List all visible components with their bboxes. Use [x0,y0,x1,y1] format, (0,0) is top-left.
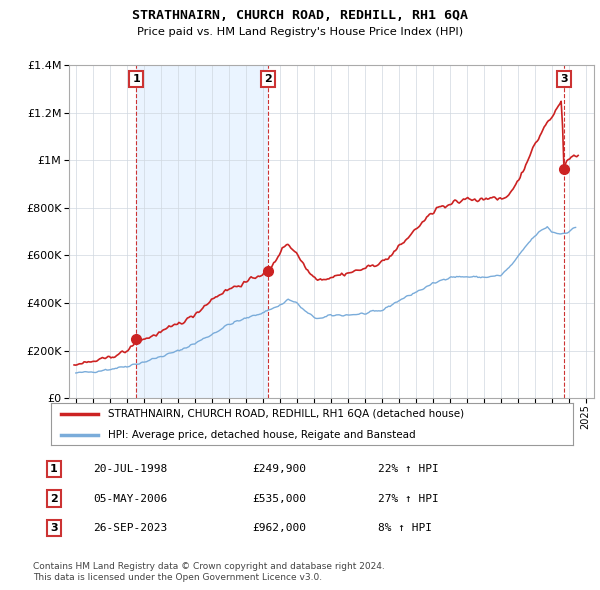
Text: £962,000: £962,000 [252,523,306,533]
Text: Contains HM Land Registry data © Crown copyright and database right 2024.: Contains HM Land Registry data © Crown c… [33,562,385,571]
Text: £249,900: £249,900 [252,464,306,474]
Text: 26-SEP-2023: 26-SEP-2023 [93,523,167,533]
Text: 3: 3 [50,523,58,533]
Text: 1: 1 [50,464,58,474]
Text: 2: 2 [265,74,272,84]
Text: 05-MAY-2006: 05-MAY-2006 [93,494,167,503]
Text: This data is licensed under the Open Government Licence v3.0.: This data is licensed under the Open Gov… [33,573,322,582]
Text: HPI: Average price, detached house, Reigate and Banstead: HPI: Average price, detached house, Reig… [109,430,416,440]
Text: 3: 3 [560,74,568,84]
Text: 27% ↑ HPI: 27% ↑ HPI [378,494,439,503]
Text: 2: 2 [50,494,58,503]
Bar [136,65,268,398]
Text: Price paid vs. HM Land Registry's House Price Index (HPI): Price paid vs. HM Land Registry's House … [137,27,463,37]
Text: 8% ↑ HPI: 8% ↑ HPI [378,523,432,533]
Text: 20-JUL-1998: 20-JUL-1998 [93,464,167,474]
Text: STRATHNAIRN, CHURCH ROAD, REDHILL, RH1 6QA (detached house): STRATHNAIRN, CHURCH ROAD, REDHILL, RH1 6… [109,409,464,418]
Text: £535,000: £535,000 [252,494,306,503]
Text: 1: 1 [132,74,140,84]
Text: 22% ↑ HPI: 22% ↑ HPI [378,464,439,474]
Text: STRATHNAIRN, CHURCH ROAD, REDHILL, RH1 6QA: STRATHNAIRN, CHURCH ROAD, REDHILL, RH1 6… [132,9,468,22]
